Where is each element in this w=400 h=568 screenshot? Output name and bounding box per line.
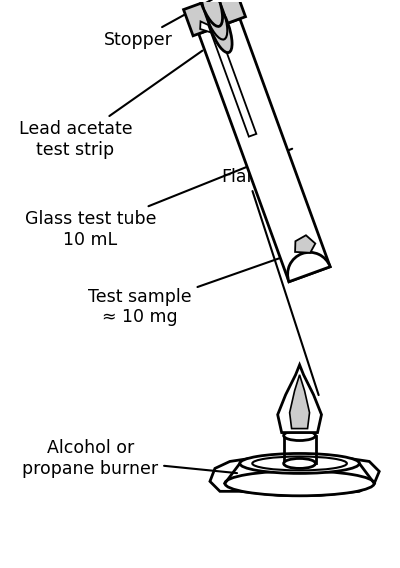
- Polygon shape: [290, 375, 310, 429]
- Ellipse shape: [225, 471, 374, 496]
- Text: Stopper: Stopper: [104, 0, 212, 49]
- Ellipse shape: [197, 0, 222, 27]
- Ellipse shape: [209, 6, 229, 47]
- Ellipse shape: [284, 458, 316, 469]
- Text: Glass test tube
10 mL: Glass test tube 10 mL: [25, 149, 292, 249]
- Ellipse shape: [206, 0, 232, 53]
- Text: Test sample
≈ 10 mg: Test sample ≈ 10 mg: [88, 249, 304, 327]
- Ellipse shape: [284, 431, 316, 441]
- Polygon shape: [295, 235, 315, 253]
- Polygon shape: [199, 19, 330, 282]
- Ellipse shape: [252, 457, 347, 470]
- Polygon shape: [184, 0, 246, 36]
- Text: Flame: Flame: [221, 168, 319, 395]
- Polygon shape: [278, 365, 322, 433]
- Polygon shape: [210, 457, 379, 495]
- Wedge shape: [288, 252, 330, 282]
- Text: Lead acetate
test strip: Lead acetate test strip: [19, 51, 202, 159]
- Text: Alcohol or
propane burner: Alcohol or propane burner: [22, 439, 237, 478]
- Polygon shape: [211, 30, 256, 137]
- Polygon shape: [200, 22, 211, 32]
- Ellipse shape: [240, 453, 359, 473]
